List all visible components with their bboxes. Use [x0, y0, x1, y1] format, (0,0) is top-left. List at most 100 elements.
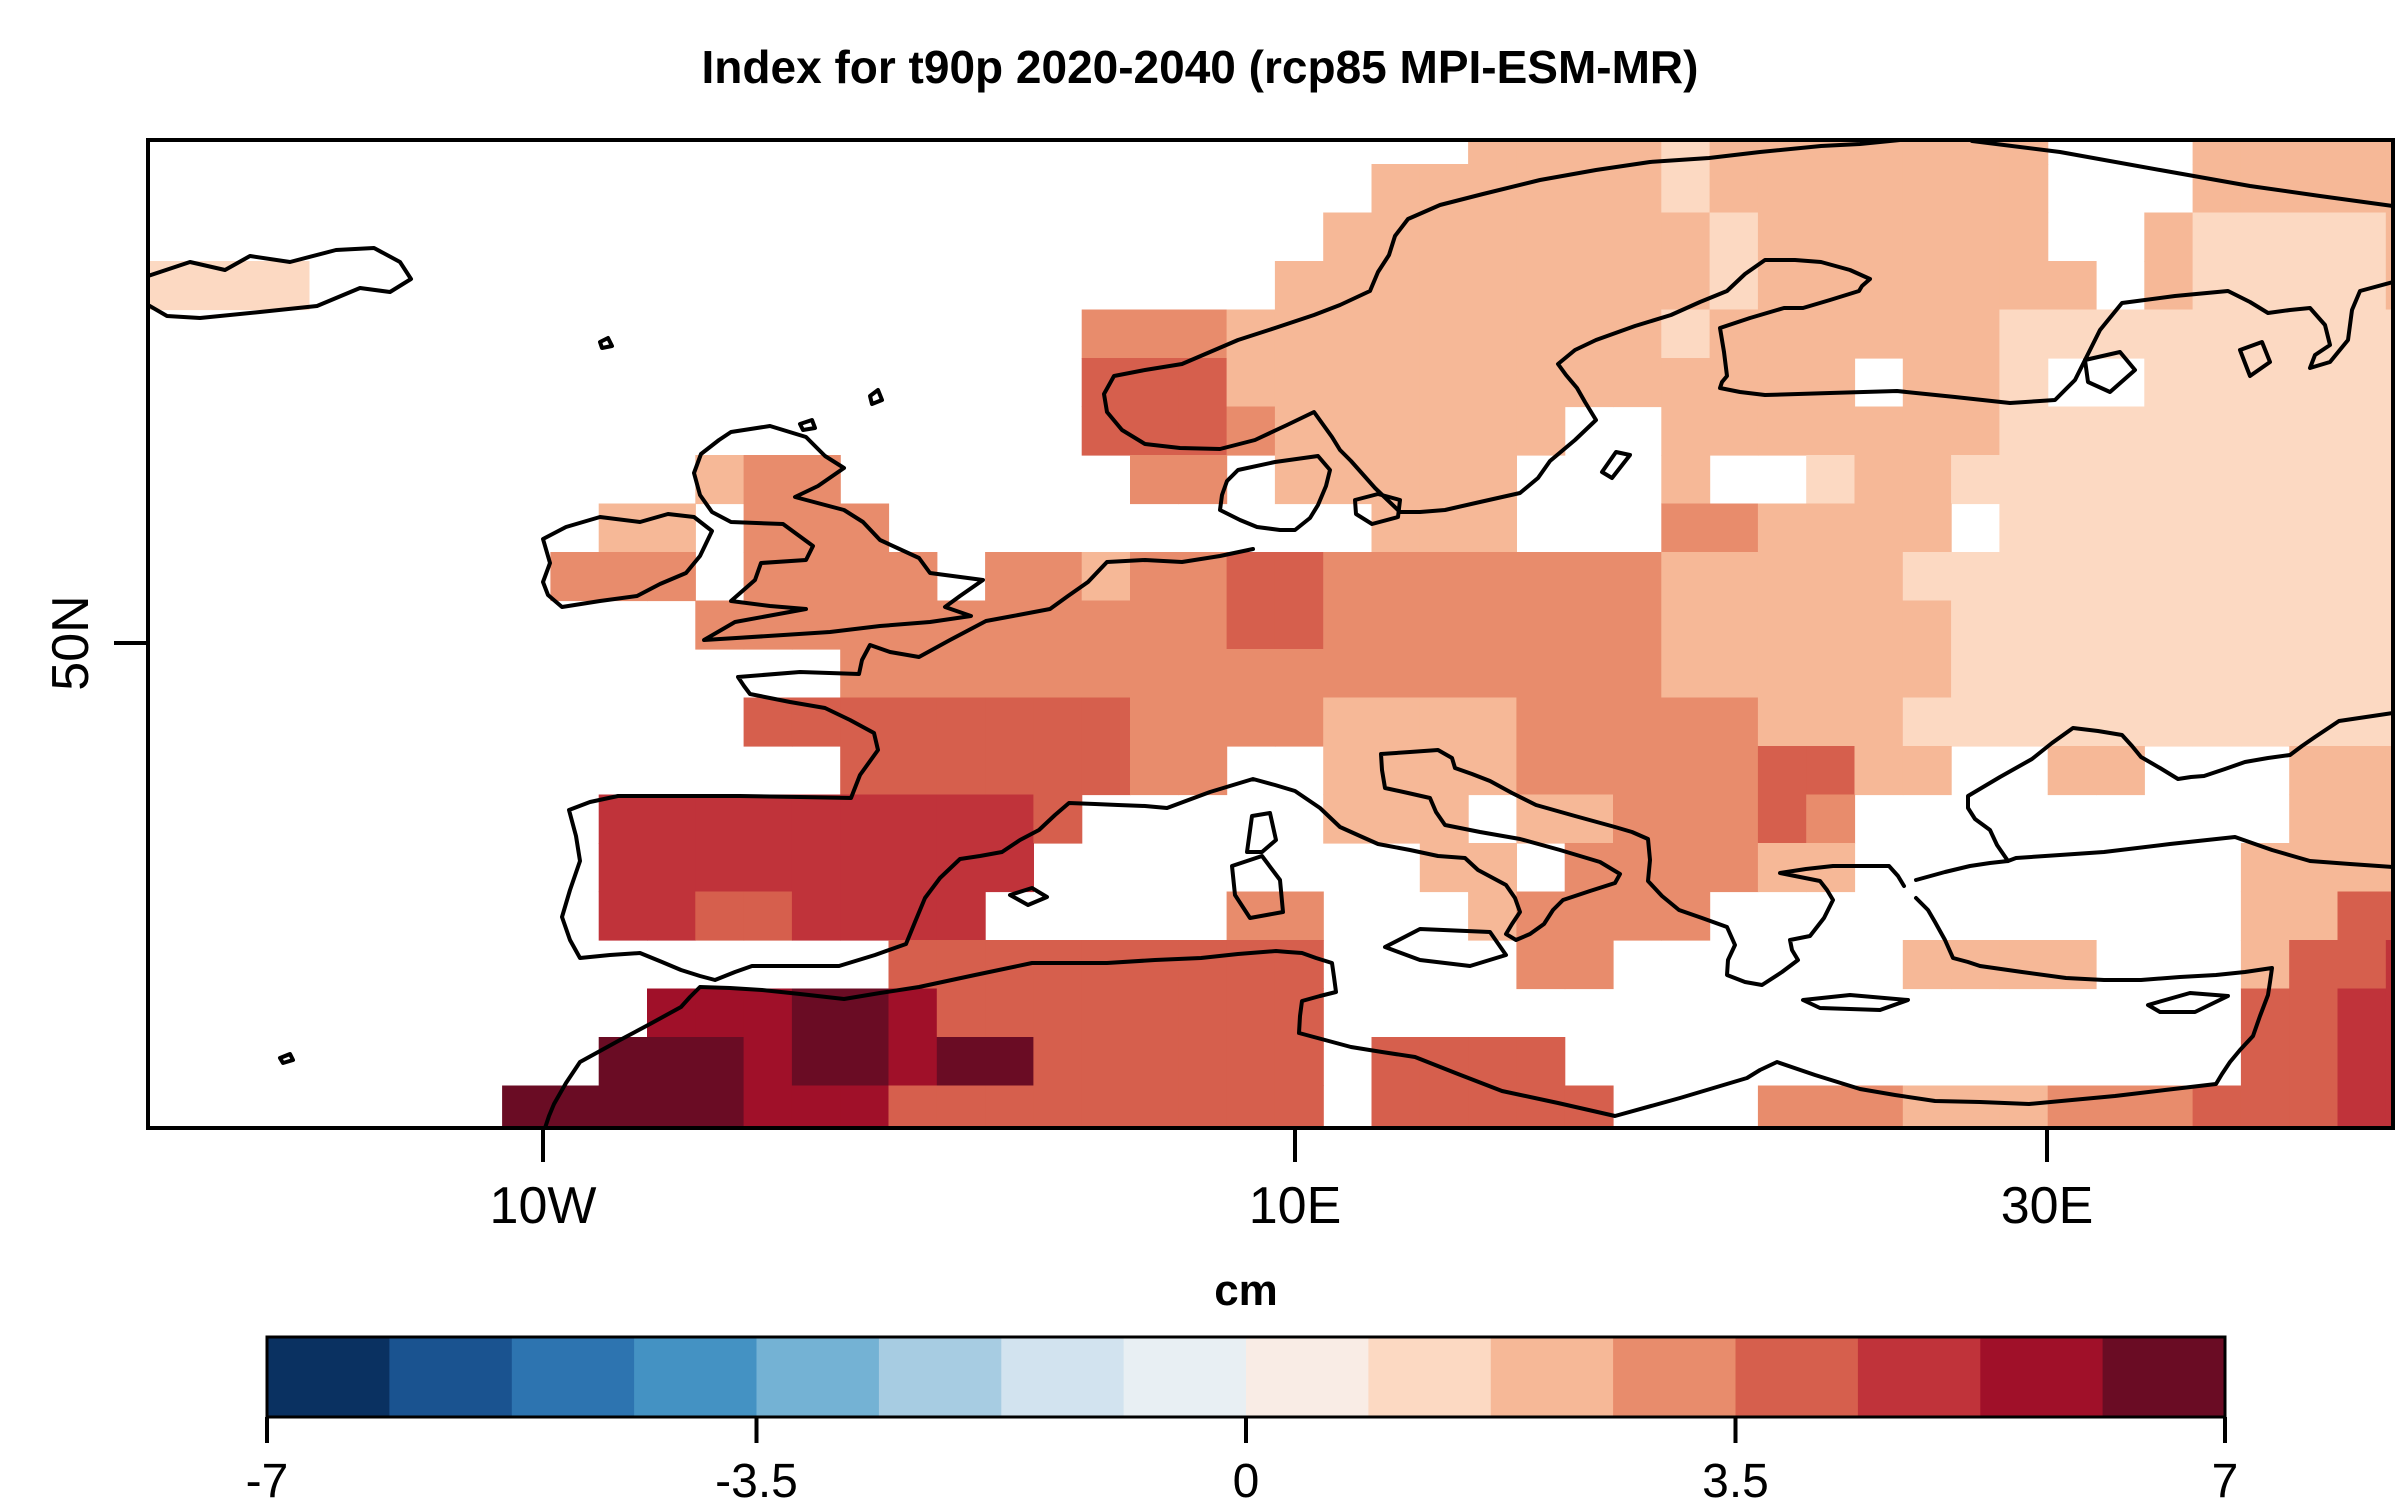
grid-cell [2240, 212, 2290, 262]
grid-cell [1757, 309, 1807, 359]
grid-cell [1661, 358, 1711, 408]
grid-cell [1178, 649, 1228, 699]
grid-cell [1902, 309, 1952, 359]
grid-cell [1371, 309, 1421, 359]
coastline-barents [1970, 140, 2393, 208]
grid-cell [1371, 649, 1421, 699]
grid-cell [1468, 261, 1517, 311]
grid-cell [1226, 406, 1276, 456]
grid-cell [1902, 1085, 1952, 1128]
grid-cell [2289, 261, 2339, 311]
grid-cell [695, 988, 745, 1038]
grid-cell [1516, 697, 1566, 747]
grid-cell [1661, 455, 1711, 505]
grid-cell [1902, 406, 1952, 456]
grid-cell [1178, 1037, 1228, 1087]
grid-cell [743, 503, 793, 553]
grid-cell [1854, 697, 1904, 747]
grid-cell [1951, 261, 2000, 311]
grid-cell [1468, 406, 1517, 456]
grid-cell [888, 891, 938, 941]
grid-cell [1806, 358, 1856, 408]
grid-cell [2047, 1085, 2097, 1128]
grid-cell [1274, 358, 1324, 408]
grid-cell [936, 891, 986, 941]
grid-cell [2385, 649, 2393, 699]
grid-cell [695, 600, 745, 650]
grid-cell [1081, 746, 1131, 796]
grid-cell [1226, 600, 1276, 650]
grid-cell [1999, 697, 2049, 747]
grid-cell [2047, 600, 2097, 650]
grid-cell [2096, 649, 2145, 699]
grid-cell [2385, 358, 2393, 408]
grid-cell [260, 261, 310, 311]
grid-cell [1468, 212, 1517, 262]
heatmap-cells [148, 140, 2393, 1128]
grid-cell [1757, 406, 1807, 456]
coastline-corsica [1245, 811, 1278, 854]
coastline-iceland [148, 246, 413, 320]
grid-cell [1854, 309, 1904, 359]
grid-cell [1709, 600, 1759, 650]
grid-cell [1999, 503, 2049, 553]
grid-cell [791, 891, 841, 941]
grid-cell [985, 746, 1034, 796]
colorbar-tick-label: -3.5 [715, 1455, 798, 1500]
coastline-denmark [1218, 454, 1332, 532]
grid-cell [1951, 600, 2000, 650]
grid-cell [1419, 358, 1469, 408]
grid-cell [1613, 600, 1662, 650]
grid-cell [1854, 164, 1904, 214]
grid-cell [1371, 406, 1421, 456]
grid-cell [1516, 309, 1566, 359]
grid-cell [2192, 261, 2242, 311]
grid-cell [2192, 406, 2242, 456]
colorbar-segment [634, 1337, 757, 1417]
grid-cell [2192, 309, 2242, 359]
grid-cell [647, 1085, 696, 1128]
grid-cell [1661, 891, 1711, 941]
grid-cell [791, 794, 841, 844]
grid-cell [2240, 455, 2290, 505]
grid-cell [1081, 1085, 1131, 1128]
grid-cell [2385, 940, 2393, 990]
grid-cell [1516, 552, 1566, 602]
grid-cell [2289, 940, 2339, 990]
grid-cell [1081, 1037, 1131, 1087]
grid-cell [743, 1037, 793, 1087]
grid-cell [1419, 600, 1469, 650]
grid-cell [1999, 600, 2049, 650]
grid-cell [936, 988, 986, 1038]
grid-cell [2289, 309, 2339, 359]
grid-cell [1613, 843, 1662, 893]
grid-cell [1033, 746, 1083, 796]
grid-cell [1178, 988, 1228, 1038]
grid-cell [1516, 164, 1566, 214]
grid-cell [1757, 843, 1807, 893]
x-tick-label: 30E [2001, 1177, 2094, 1235]
grid-cell [2337, 746, 2387, 796]
grid-cell [1661, 503, 1711, 553]
grid-cell [2096, 406, 2145, 456]
grid-cell [2144, 406, 2194, 456]
grid-cell [936, 1085, 986, 1128]
grid-cell [2289, 552, 2339, 602]
grid-cell [1419, 406, 1469, 456]
grid-cell [2240, 843, 2290, 893]
grid-cell [647, 843, 696, 893]
grid-cell [1757, 1085, 1807, 1128]
grid-cell [2096, 552, 2145, 602]
grid-cell [1130, 1037, 1179, 1087]
coastline-zealand [1353, 492, 1402, 526]
grid-cell [2192, 697, 2242, 747]
grid-cell [1178, 455, 1228, 505]
grid-cell [2289, 1085, 2339, 1128]
grid-cell [1757, 600, 1807, 650]
grid-cell [1371, 164, 1421, 214]
grid-cell [1806, 794, 1856, 844]
grid-cell [2144, 649, 2194, 699]
grid-cell [1178, 746, 1228, 796]
grid-cell [1613, 164, 1662, 214]
grid-cell [2192, 600, 2242, 650]
